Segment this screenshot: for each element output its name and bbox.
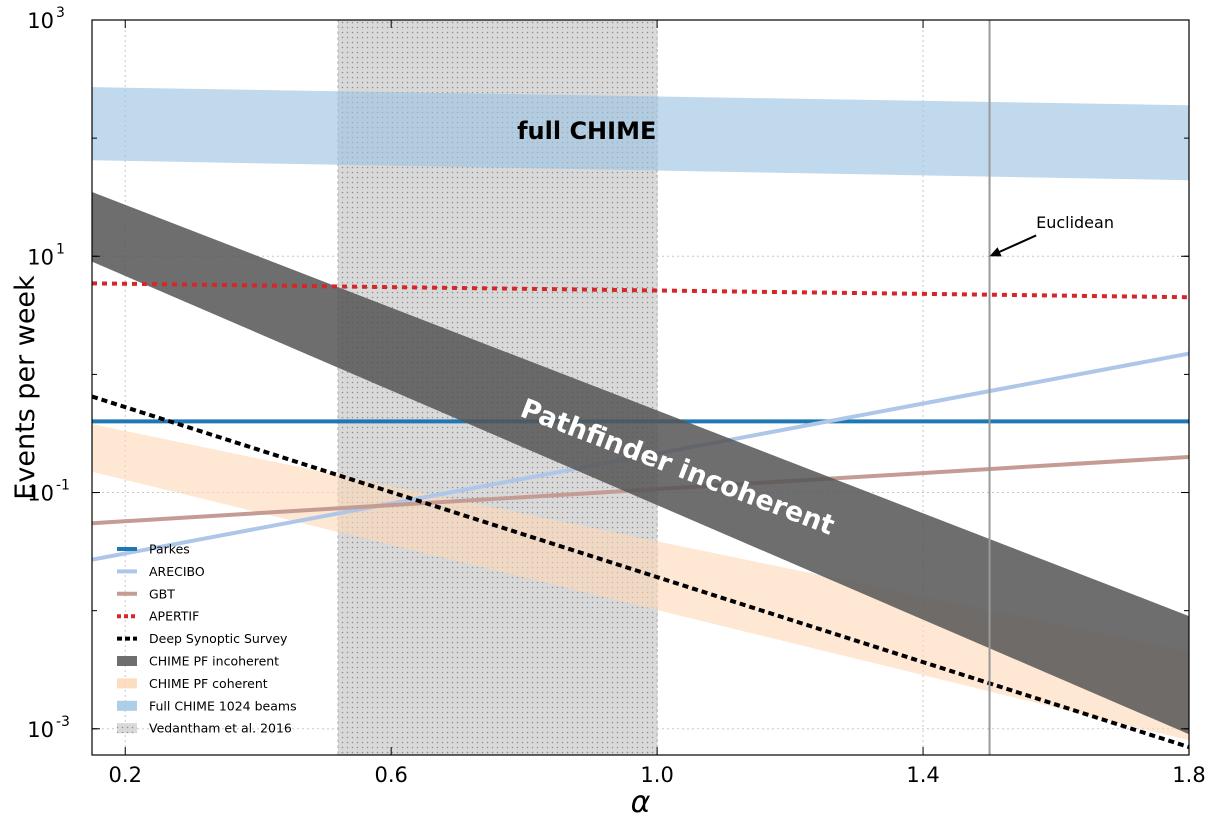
y-tick-label: 10: [27, 718, 54, 742]
annotation-euclidean: Euclidean: [1036, 213, 1114, 232]
y-tick-label: 10: [27, 245, 54, 269]
legend-swatch-full-chime-1024-beams: [117, 700, 137, 711]
y-tick-exponent: -1: [56, 478, 70, 494]
legend-label-full-chime-1024-beams: Full CHIME 1024 beams: [149, 698, 297, 713]
y-tick-label: 10: [27, 482, 54, 506]
annotation-full-chime: full CHIME: [517, 117, 656, 145]
legend-swatch-vedantham-et-al-2016: [117, 723, 137, 734]
line-deep-synoptic-survey: [92, 394, 1189, 749]
y-tick-exponent: 3: [56, 5, 65, 21]
legend-label-parkes: Parkes: [149, 542, 190, 557]
legend-label-deep-synoptic-survey: Deep Synoptic Survey: [149, 631, 288, 646]
x-tick-label: 1.4: [906, 763, 939, 787]
legend-label-apertif: APERTIF: [149, 609, 199, 624]
x-tick-label: 1.8: [1172, 763, 1205, 787]
legend-swatch-chime-pf-coherent: [117, 678, 137, 689]
y-tick-exponent: -3: [56, 714, 70, 730]
legend-label-gbt: GBT: [149, 586, 175, 601]
x-tick-label: 0.2: [109, 763, 142, 787]
legend-label-vedantham-et-al-2016: Vedantham et al. 2016: [149, 721, 292, 736]
euclidean-arrow: [997, 234, 1037, 254]
band-chime-pf-incoherent: [92, 191, 1189, 735]
x-tick-label: 1.0: [640, 763, 673, 787]
euclidean-arrowhead: [989, 247, 1002, 257]
legend-swatch-chime-pf-incoherent: [117, 656, 137, 666]
line-apertif: [92, 281, 1189, 300]
y-axis-label: Events per week: [10, 275, 41, 500]
legend-label-chime-pf-coherent: CHIME PF coherent: [149, 676, 268, 691]
x-tick-label: 0.6: [374, 763, 407, 787]
axes-frame: [91, 19, 1190, 756]
y-tick-exponent: 1: [56, 241, 65, 257]
legend: Parkes ARECIBO GBT APERTIF Deep Synoptic Sur…: [117, 542, 297, 736]
y-tick-label: 10: [27, 9, 54, 33]
band-full-chime-1024-beams: [92, 87, 1189, 181]
legend-label-chime-pf-incoherent: CHIME PF incoherent: [149, 654, 279, 669]
legend-label-arecibo: ARECIBO: [149, 564, 205, 579]
x-axis-label: α: [631, 785, 651, 820]
